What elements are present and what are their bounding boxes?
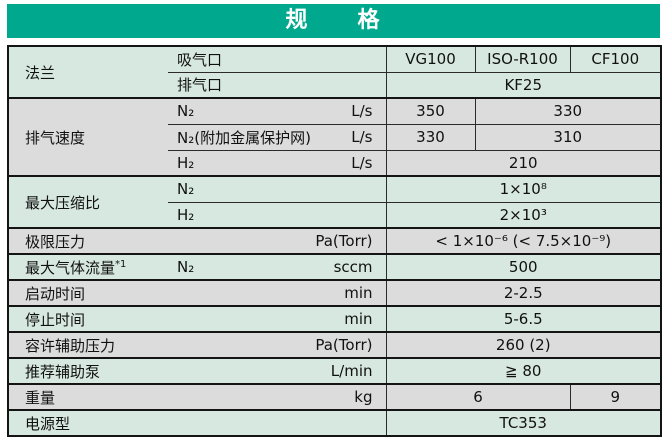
row-label: 极限压力 <box>25 232 86 251</box>
speed-n2-value-1: 350 <box>385 97 475 124</box>
backing-pressure-value: 260 (2) <box>385 331 661 358</box>
table-row: 推荐辅助泵 L/min ≧ 80 <box>8 357 661 384</box>
max-flow-value: 500 <box>385 253 661 280</box>
gas-label: N₂ <box>177 258 195 276</box>
table-row: 启动时间 min 2-2.5 <box>8 279 661 306</box>
speed-h2-value: 210 <box>385 149 661 176</box>
backing-pump-value: ≧ 80 <box>385 357 661 384</box>
table-row: N₂(附加金属保护网) L/s 330 310 <box>8 123 661 150</box>
unit-label: L/s <box>351 102 373 121</box>
row-label: 最大气体流量 <box>25 258 116 277</box>
intake-value-cf100: CF100 <box>569 46 661 72</box>
max-flow-gas-cell: N₂ sccm <box>168 253 386 280</box>
power-supply-label: 电源型 <box>8 409 386 436</box>
compression-n2-sublabel: N₂ <box>168 175 386 202</box>
table-row: 容许辅助压力 Pa(Torr) 260 (2) <box>8 331 661 358</box>
compression-h2-sublabel: H₂ <box>168 201 386 228</box>
power-supply-value: TC353 <box>385 409 661 436</box>
speed-n2-guard-sublabel: N₂(附加金属保护网) L/s <box>168 123 386 150</box>
footnote-marker: *1 <box>115 258 127 270</box>
intake-value-vg100: VG100 <box>385 46 475 72</box>
intake-port-label: 吸气口 <box>168 46 386 72</box>
table-row: 法兰 吸气口 VG100 ISO-R100 CF100 <box>8 46 661 98</box>
ultimate-pressure-label-cell: 极限压力 Pa(Torr) <box>8 227 386 254</box>
gas-label: H₂ <box>177 153 195 172</box>
table-row: 最大气体流量*1 N₂ sccm 500 <box>8 253 661 280</box>
speed-n2-value-2: 330 <box>474 97 661 124</box>
table-row: 排气速度 N₂ L/s 350 330 <box>8 97 661 176</box>
exhaust-port-label: 排气口 <box>168 71 386 98</box>
backing-pressure-label-cell: 容许辅助压力 Pa(Torr) <box>8 331 386 358</box>
unit-label: min <box>344 284 373 302</box>
table-row: 排气口 KF25 <box>8 71 661 98</box>
start-time-label-cell: 启动时间 min <box>8 279 386 306</box>
weight-value-2: 9 <box>569 383 661 410</box>
table-row: H₂ L/s 210 <box>8 149 661 176</box>
stop-time-label-cell: 停止时间 min <box>8 305 386 332</box>
row-label: 停止时间 <box>25 310 86 329</box>
table-row: 最大压缩比 N₂ 1×10⁸ <box>8 175 661 228</box>
intake-value-iso-r100: ISO-R100 <box>474 46 570 72</box>
row-label: 启动时间 <box>25 284 86 303</box>
unit-label: L/s <box>351 153 373 172</box>
flange-category-label: 法兰 <box>8 46 168 98</box>
spec-title-banner: 规 格 <box>7 4 660 38</box>
max-flow-label-cell: 最大气体流量*1 <box>8 253 168 280</box>
weight-label-cell: 重量 kg <box>8 383 386 410</box>
row-label: 容许辅助压力 <box>25 336 116 355</box>
unit-label: L/s <box>351 128 373 146</box>
speed-h2-sublabel: H₂ L/s <box>168 149 386 176</box>
unit-label: Pa(Torr) <box>315 232 373 250</box>
compression-h2-value: 2×10³ <box>385 201 661 228</box>
row-label: 重量 <box>25 388 56 407</box>
gas-label: N₂(附加金属保护网) <box>177 128 311 147</box>
backing-pump-label-cell: 推荐辅助泵 L/min <box>8 357 386 384</box>
compression-n2-value: 1×10⁸ <box>385 175 661 202</box>
speed-n2-guard-value-1: 330 <box>385 123 475 150</box>
table-row: H₂ 2×10³ <box>8 201 661 228</box>
exhaust-port-value: KF25 <box>385 71 661 98</box>
speed-n2-guard-value-2: 310 <box>474 123 661 150</box>
spec-table: 法兰 吸气口 VG100 ISO-R100 CF100 排气口 KF25 排气速… <box>7 45 662 437</box>
row-label: 推荐辅助泵 <box>25 362 101 381</box>
gas-label: N₂ <box>177 102 195 121</box>
ultimate-pressure-value: < 1×10⁻⁶ (< 7.5×10⁻⁹) <box>385 227 661 254</box>
table-row: 电源型 TC353 <box>8 409 661 436</box>
table-row: 重量 kg 6 9 <box>8 383 661 410</box>
start-time-value: 2-2.5 <box>385 279 661 306</box>
stop-time-value: 5-6.5 <box>385 305 661 332</box>
pumping-speed-category-label: 排气速度 <box>8 97 168 176</box>
table-row: 极限压力 Pa(Torr) < 1×10⁻⁶ (< 7.5×10⁻⁹) <box>8 227 661 254</box>
unit-label: min <box>344 310 373 328</box>
weight-value-1: 6 <box>385 383 570 410</box>
speed-n2-sublabel: N₂ L/s <box>168 97 386 124</box>
table-row: 停止时间 min 5-6.5 <box>8 305 661 332</box>
unit-label: kg <box>354 388 373 406</box>
page-title: 规 格 <box>285 8 382 33</box>
unit-label: sccm <box>333 258 373 276</box>
unit-label: L/min <box>330 362 373 380</box>
unit-label: Pa(Torr) <box>315 336 373 354</box>
compression-category-label: 最大压缩比 <box>8 175 168 228</box>
